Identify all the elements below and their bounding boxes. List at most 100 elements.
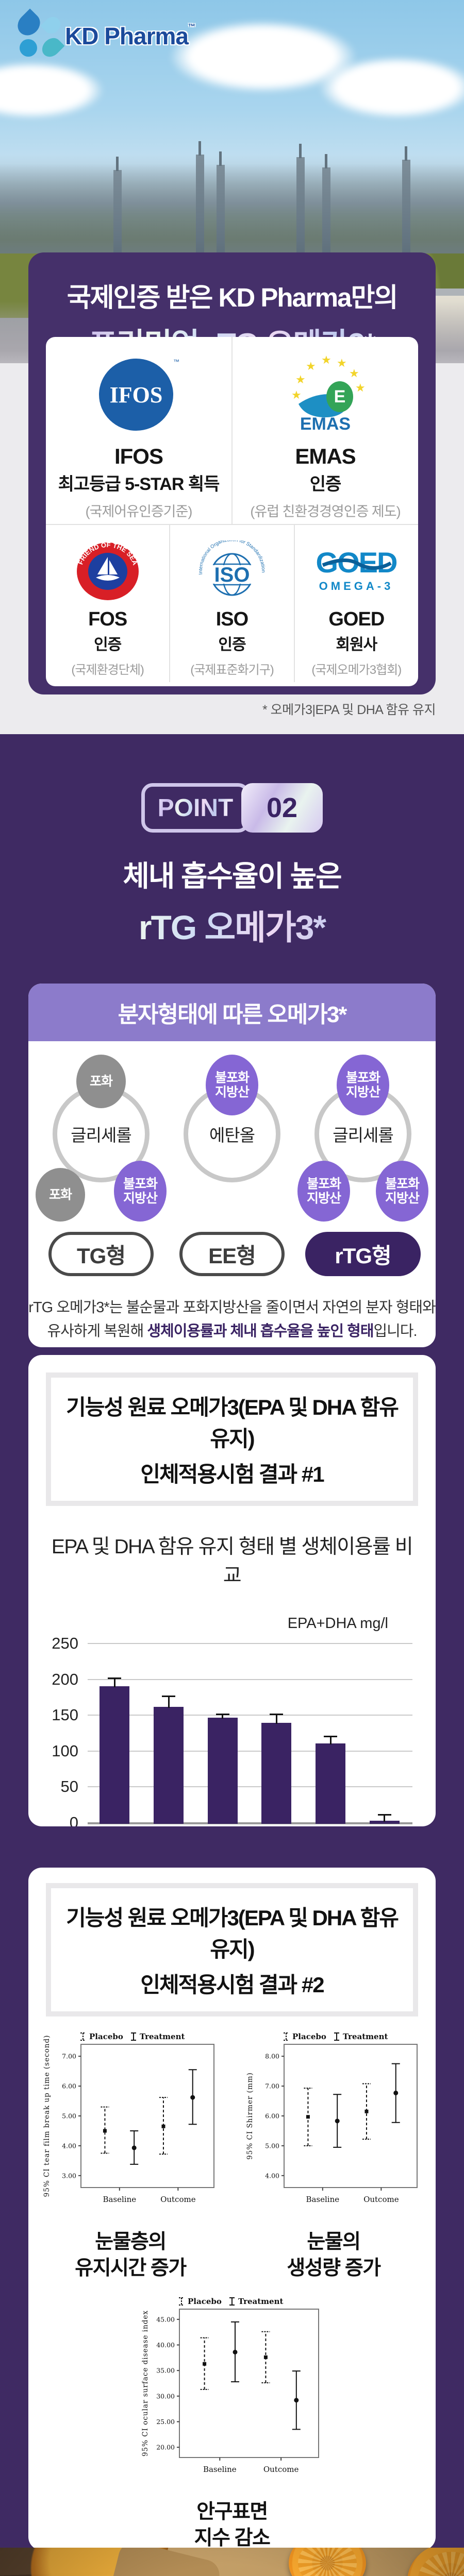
bar-chart-ytick: 50 <box>60 1777 78 1796</box>
kd-pharma-logo: KD Pharma™ <box>13 8 195 61</box>
svg-text:95% CI tear film break up time: 95% CI tear film break up time (second) <box>43 2035 51 2197</box>
ee-type-badge: EE형 <box>179 1232 285 1276</box>
tower-silhouette <box>196 141 204 263</box>
droplet-icon <box>40 13 64 37</box>
clinical-result-card-1: 기능성 원료 오메가3(EPA 및 DHA 함유 유지) 인체적용시험 결과 #… <box>28 1355 436 1826</box>
diagram-ee: 에탄올 불포화 지방산 <box>169 1055 295 1229</box>
hero-section: KD Pharma Group Creating Health Solution… <box>0 0 464 734</box>
molecule-description: rTG 오메가3*는 불순물과 포화지방산을 줄이면서 자연의 분자 형태와 유… <box>28 1296 436 1344</box>
cert-ifos: IFOS ™ IFOS 최고등급 5-STAR 획득 (국제어유인증기준) <box>46 337 231 524</box>
svg-text:★: ★ <box>355 381 366 394</box>
tower-silhouette <box>296 144 305 263</box>
cloud-shape <box>320 57 464 118</box>
bar-chart-ytick: 100 <box>52 1741 78 1760</box>
rtg-type-badge: rTG형 <box>305 1232 421 1276</box>
droplet-icon <box>13 8 45 40</box>
bar-CO <box>369 1821 400 1824</box>
certification-grid: IFOS ™ IFOS 최고등급 5-STAR 획득 (국제어유인증기준) <box>46 337 418 686</box>
error-bar-cap <box>377 1814 391 1816</box>
bar-chart-ytick: 200 <box>52 1670 78 1688</box>
ci-plot-tearfilm: Placebo Treatment 95% CI tear film break u… <box>41 2031 220 2281</box>
svg-text:3.00: 3.00 <box>62 2172 76 2179</box>
diagram-tg: 글리세롤 포화 포화 불포화 지방산 <box>36 1055 167 1229</box>
cert-goed: GOED OMEGA-3 GOED 회원사 (국제오메가3협회) <box>293 525 418 682</box>
cert-sub: 회원사 <box>336 636 377 653</box>
molecule-card-header: 분자형태에 따른 오메가3* <box>28 984 436 1041</box>
svg-text:Baseline: Baseline <box>203 2465 237 2474</box>
svg-text:Treatment: Treatment <box>343 2032 388 2041</box>
kd-pharma-logo-text: KD Pharma™ <box>65 22 195 49</box>
svg-text:25.00: 25.00 <box>156 2418 175 2426</box>
error-bar <box>222 1715 224 1719</box>
cloud-shape <box>0 62 103 118</box>
point-badge-label: POINT <box>141 783 250 833</box>
rtg-bubble-unsaturated-top: 불포화 지방산 <box>337 1055 389 1115</box>
svg-text:Placebo: Placebo <box>188 2297 222 2306</box>
tower-silhouette <box>402 146 410 263</box>
svg-text:Outcome: Outcome <box>263 2465 299 2474</box>
error-bar <box>329 1737 332 1745</box>
svg-text:6.00: 6.00 <box>62 2082 76 2090</box>
product-photo-section: 종근당 ccm 건강 기능식품 20100 혈행 개선 눈 건강 초임계 알티지… <box>0 2548 464 2576</box>
svg-text:Treatment: Treatment <box>238 2297 283 2306</box>
ci-plot-tearfilm-svg: Placebo Treatment 95% CI tear film break u… <box>41 2031 220 2209</box>
bar-FBO <box>154 1707 184 1824</box>
svg-text:95% CI Shirmer (mm): 95% CI Shirmer (mm) <box>246 2072 254 2160</box>
svg-text:35.00: 35.00 <box>156 2367 175 2375</box>
tower-silhouette <box>322 154 330 263</box>
svg-text:40.00: 40.00 <box>156 2341 175 2349</box>
calendula-flower <box>289 2548 366 2576</box>
clinical-result-card-2: 기능성 원료 오메가3(EPA 및 DHA 함유 유지) 인체적용시험 결과 #… <box>28 1868 436 2548</box>
svg-text:8.00: 8.00 <box>265 2053 279 2060</box>
ee-bubble-unsaturated: 불포화 지방산 <box>206 1055 258 1115</box>
ci-plot-osdi: Placebo Treatment 95% CI ocular surface di… <box>139 2296 325 2548</box>
industrial-skyline <box>0 155 464 263</box>
svg-text:ISO: ISO <box>214 564 250 586</box>
tower-silhouette <box>113 157 122 263</box>
diagram-rtg: 글리세롤 불포화 지방산 불포화 지방산 불포화 지방산 <box>297 1055 428 1229</box>
cert-sub: 인증 <box>309 474 342 494</box>
point02-section: POINT 02 체내 흡수율이 높은 rTG 오메가3* 분자형태에 따른 오… <box>0 734 464 2548</box>
tg-bubble-saturated-top: 포화 <box>76 1055 126 1108</box>
svg-text:30.00: 30.00 <box>156 2393 175 2400</box>
molecule-form-card: 분자형태에 따른 오메가3* 글리세롤 포화 포화 불포화 지방산 에탄올 불포… <box>28 984 436 1347</box>
cert-note: (국제오메가3협회) <box>311 663 402 677</box>
cert-name: GOED <box>328 608 385 630</box>
droplet-icon <box>38 34 65 61</box>
cert-name: FOS <box>88 608 127 630</box>
droplet-icon <box>20 39 37 57</box>
cert-note: (국제표준화기구) <box>190 663 274 677</box>
flower-jar <box>31 2548 186 2576</box>
cert-sub: 인증 <box>94 636 122 653</box>
rtg-bubble-unsaturated-left: 불포화 지방산 <box>297 1161 350 1222</box>
ci-plot-osdi-svg: Placebo Treatment 95% CI ocular surface di… <box>139 2296 325 2479</box>
tower-silhouette <box>217 151 225 263</box>
certification-card: 국제인증 받은 KD Pharma만의 프리미엄 rTG 오메가3* IFOS … <box>28 252 436 694</box>
bar-chart-ytick: 150 <box>52 1706 78 1724</box>
desc-line2-bold: 생체이용률과 체내 흡수율을 높인 형태 <box>147 1323 374 1340</box>
svg-text:Baseline: Baseline <box>306 2195 339 2204</box>
cert-name: EMAS <box>295 444 356 468</box>
svg-text:4.00: 4.00 <box>62 2142 76 2149</box>
svg-text:Outcome: Outcome <box>363 2195 399 2204</box>
cert-emas: ★ ★ ★ ★ ★ ★ ★ E EMAS EMAS <box>231 337 418 524</box>
emas-logo-icon: ★ ★ ★ ★ ★ ★ ★ E EMAS <box>274 350 377 437</box>
svg-text:5.00: 5.00 <box>62 2112 76 2120</box>
ci-plot-shirmer-svg: Placebo Treatment 95% CI Shirmer (mm) 4.00 5… <box>244 2031 423 2209</box>
error-bar-cap <box>324 1736 337 1738</box>
point-badge-number: 02 <box>241 783 323 833</box>
desc-line2-pre: 유사하게 복원해 <box>47 1323 147 1340</box>
error-bar <box>113 1679 115 1687</box>
calendula-flower <box>407 2548 464 2576</box>
tg-type-badge: TG형 <box>48 1232 154 1276</box>
svg-text:★: ★ <box>321 353 332 366</box>
card2-title-line2: 인체적용시험 결과 #2 <box>140 1973 324 1997</box>
error-bar <box>275 1715 277 1724</box>
svg-text:7.00: 7.00 <box>62 2053 76 2060</box>
bar-CLO <box>207 1717 238 1824</box>
desc-line1: rTG 오메가3*는 불순물과 포화지방산을 줄이면서 자연의 분자 형태와 <box>28 1299 436 1316</box>
bar-chart-unit: EPA+DHA mg/l <box>287 1615 388 1632</box>
card1-title-line1: 기능성 원료 오메가3(EPA 및 DHA 함유 유지) <box>66 1395 399 1451</box>
card1-titlebox: 기능성 원료 오메가3(EPA 및 DHA 함유 유지) 인체적용시험 결과 #… <box>46 1372 418 1506</box>
